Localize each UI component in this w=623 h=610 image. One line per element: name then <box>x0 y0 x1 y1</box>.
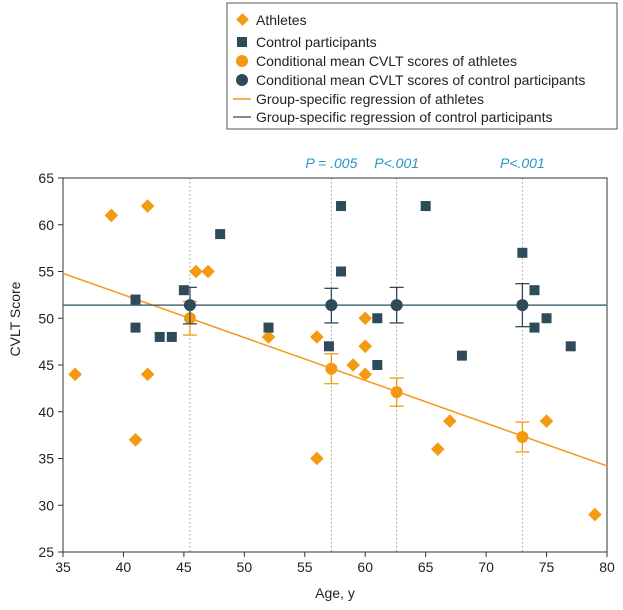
control-point <box>336 266 347 277</box>
y-tick-label: 35 <box>38 451 54 467</box>
legend-item-control-mean: Conditional mean CVLT scores of control … <box>236 72 585 88</box>
diamond-icon <box>236 13 249 26</box>
y-tick-label: 60 <box>38 217 54 233</box>
athlete-point <box>358 311 373 326</box>
x-tick-label: 70 <box>478 559 494 575</box>
x-tick-label: 80 <box>599 559 615 575</box>
y-tick-label: 40 <box>38 404 54 420</box>
control-point <box>178 285 189 296</box>
control-mean-point <box>390 299 403 312</box>
athlete-point <box>430 442 445 456</box>
y-tick-label: 30 <box>38 497 54 513</box>
y-tick-label: 55 <box>38 264 54 280</box>
athlete-point <box>358 367 373 382</box>
control-point <box>215 229 226 240</box>
control-point <box>372 360 383 370</box>
legend-item-athletes-regression: Group-specific regression of athletes <box>233 91 484 107</box>
legend-label: Athletes <box>256 12 307 28</box>
x-tick-label: 40 <box>116 559 132 575</box>
p-value-label: P<.001 <box>500 155 545 171</box>
y-tick-label: 25 <box>38 544 54 560</box>
athlete-point <box>68 367 82 382</box>
athlete-point <box>346 358 360 372</box>
legend-box <box>226 2 618 130</box>
athlete-point <box>189 264 203 279</box>
x-tick-label: 35 <box>55 559 71 575</box>
legend-item-control-regression: Group-specific regression of control par… <box>233 109 552 125</box>
legend-label: Group-specific regression of control par… <box>256 109 552 125</box>
legend-label: Conditional mean CVLT scores of control … <box>256 72 585 88</box>
legend-label: Group-specific regression of athletes <box>256 91 484 107</box>
data-points <box>68 199 602 522</box>
y-tick-label: 50 <box>38 310 54 326</box>
control-point <box>529 322 540 333</box>
x-tick-label: 60 <box>357 559 373 575</box>
legend-label: Control participants <box>256 34 377 50</box>
control-point <box>154 331 165 342</box>
x-tick-label: 75 <box>539 559 555 575</box>
p-value-label: P = .005 <box>305 155 357 171</box>
conditional-means <box>182 283 530 453</box>
athlete-point <box>140 199 155 213</box>
athlete-point <box>201 264 215 279</box>
x-tick-label: 50 <box>237 559 253 575</box>
y-tick-label: 45 <box>38 357 54 373</box>
legend: Athletes Control participants Conditiona… <box>226 2 618 130</box>
athlete-point <box>588 507 602 522</box>
athlete-point <box>261 330 276 344</box>
x-tick-label: 65 <box>418 559 434 575</box>
control-mean-point <box>183 299 196 312</box>
athlete-point <box>140 367 155 382</box>
control-point <box>323 341 334 352</box>
control-point <box>263 322 274 333</box>
athlete-point <box>128 433 143 447</box>
control-point <box>130 322 141 333</box>
control-point <box>529 285 540 296</box>
circle-icon <box>236 74 248 86</box>
control-point <box>541 313 552 324</box>
legend-item-athletes-mean: Conditional mean CVLT scores of athletes <box>236 53 517 69</box>
square-icon <box>237 37 247 47</box>
control-point <box>456 350 467 361</box>
athlete-point <box>443 414 457 428</box>
athlete-mean-point <box>390 386 403 399</box>
athlete-mean-point <box>325 362 338 375</box>
p-value-label: P<.001 <box>374 155 419 171</box>
y-tick-label: 65 <box>38 170 54 186</box>
circle-icon <box>236 55 248 67</box>
y-axis-label: CVLT Score <box>7 281 23 356</box>
control-point <box>336 201 347 212</box>
control-point <box>372 313 383 324</box>
x-tick-label: 45 <box>176 559 192 575</box>
control-mean-point <box>325 299 338 312</box>
athlete-point <box>539 414 554 428</box>
p-value-labels: P = .005 P<.001 P<.001 <box>305 155 544 171</box>
legend-label: Conditional mean CVLT scores of athletes <box>256 53 517 69</box>
control-point <box>130 294 141 305</box>
control-point <box>565 341 576 352</box>
athlete-point <box>104 208 119 223</box>
x-axis-label: Age, y <box>315 585 355 601</box>
control-point <box>166 331 177 342</box>
legend-item-athletes: Athletes <box>236 12 307 28</box>
athlete-point <box>358 339 373 354</box>
control-point <box>420 201 431 212</box>
legend-item-control-participants: Control participants <box>237 34 377 50</box>
athlete-point <box>310 451 324 466</box>
athlete-mean-point <box>516 430 529 443</box>
control-mean-point <box>516 299 529 312</box>
control-point <box>517 247 528 258</box>
x-tick-label: 55 <box>297 559 313 575</box>
athlete-point <box>310 330 324 344</box>
axes: 35 40 45 50 55 60 65 70 75 80 25 30 35 40 45 50 55 60 65 <box>38 170 615 575</box>
